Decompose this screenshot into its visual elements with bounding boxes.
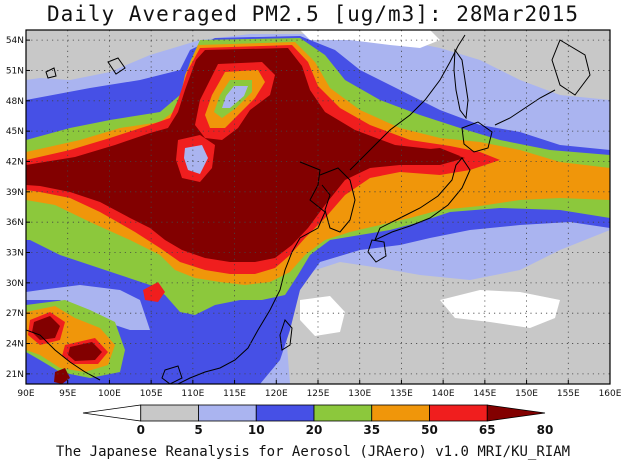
- field-hole-north-arm-blue: [222, 86, 248, 108]
- coastline-hokkaido: [461, 121, 493, 153]
- lat-tick-label: 45N: [6, 127, 24, 137]
- coastlines: [26, 34, 591, 384]
- lon-tick-label: 130E: [348, 389, 371, 399]
- colorbar-level-label: 5: [194, 423, 202, 437]
- lon-tick-label: 155E: [557, 389, 580, 399]
- coastline-kyushu: [367, 239, 387, 263]
- lat-tick-label: 27N: [6, 309, 24, 319]
- coastline-kurils: [494, 89, 556, 126]
- lat-tick-label: 30N: [6, 279, 24, 289]
- lon-tick-label: 145E: [473, 389, 496, 399]
- colorbar-level-label: 10: [248, 423, 265, 437]
- lat-tick-label: 48N: [6, 97, 24, 107]
- lat-tick-label: 24N: [6, 340, 24, 350]
- colorbar-segment: [140, 404, 199, 422]
- colorbar: 0 5 10 20 35 50 65 80: [82, 404, 554, 437]
- lat-tick-label: 21N: [6, 370, 24, 380]
- lon-tick-label: 105E: [140, 389, 163, 399]
- colorbar-level-label: 35: [363, 423, 380, 437]
- field-white-south: [300, 296, 345, 336]
- field-white-north: [300, 30, 440, 48]
- field-hole-west-inner: [184, 145, 208, 174]
- lon-tick-label: 150E: [515, 389, 538, 399]
- lon-tick-label: 120E: [265, 389, 288, 399]
- colorbar-arrow-low: [82, 404, 142, 422]
- coastline-china: [177, 161, 326, 384]
- lon-tick-label: 100E: [98, 389, 121, 399]
- field-darkred-blob-sw2: [68, 342, 102, 361]
- field-darkred-blob-sw: [32, 316, 60, 340]
- field-darkred-blob-42n: [400, 148, 460, 162]
- lat-tick-label: 36N: [6, 218, 24, 228]
- coastline-lake-baikal: [107, 57, 126, 75]
- colorbar-level-label: 80: [537, 423, 554, 437]
- latitude-tick-labels: 21N 24N 27N 30N 33N 36N 39N 42N 45N 48N 51N 54N: [6, 36, 30, 380]
- colorbar-segment: [313, 404, 373, 422]
- coastline-kamchatka: [551, 39, 591, 96]
- lat-tick-label: 39N: [6, 188, 24, 198]
- field-darkred-main: [26, 48, 465, 262]
- colorbar-level-label: 50: [421, 423, 438, 437]
- lon-tick-label: 95E: [59, 389, 76, 399]
- coastline-sakhalin: [453, 48, 469, 120]
- coastline-lake-2: [45, 67, 57, 79]
- field-darkred-blob-s: [54, 368, 70, 384]
- lon-tick-label: 135E: [390, 389, 413, 399]
- colorbar-arrow-high: [486, 404, 546, 422]
- coastline-taiwan: [279, 319, 293, 351]
- lat-tick-label: 33N: [6, 249, 24, 259]
- longitude-tick-labels: 90E 95E 100E 105E 110E 115E 120E 125E 130E 135E 14…: [17, 380, 622, 399]
- lat-tick-label: 42N: [6, 157, 24, 167]
- colorbar-segment: [255, 404, 315, 422]
- coastline-hainan: [161, 365, 183, 384]
- lat-tick-label: 54N: [6, 36, 24, 46]
- lon-tick-label: 140E: [432, 389, 455, 399]
- colorbar-segment: [371, 404, 430, 422]
- field-red-blob-30n: [143, 282, 165, 302]
- lat-tick-label: 51N: [6, 66, 24, 76]
- lon-tick-label: 115E: [223, 389, 246, 399]
- colorbar-level-label: 0: [137, 423, 145, 437]
- footer-credit: The Japanese Reanalysis for Aerosol (JRA…: [55, 444, 571, 460]
- map-gridlines: [26, 30, 610, 384]
- coastline-korea: [319, 167, 356, 233]
- field-white-southeast: [440, 290, 560, 328]
- lon-tick-label: 110E: [181, 389, 204, 399]
- colorbar-level-label: 65: [479, 423, 496, 437]
- coastline-west-inland: [26, 329, 101, 381]
- colorbar-segment: [429, 404, 488, 422]
- lon-tick-label: 125E: [307, 389, 330, 399]
- lon-tick-label: 90E: [17, 389, 34, 399]
- colorbar-segment: [198, 404, 257, 422]
- colorbar-level-label: 20: [306, 423, 323, 437]
- field-grey-north: [26, 30, 610, 100]
- map-title: Daily Averaged PM2.5 [ug/m3]: 28Mar2015: [46, 2, 580, 26]
- lon-tick-label: 160E: [599, 389, 622, 399]
